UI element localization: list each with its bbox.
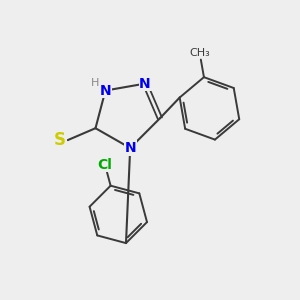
Text: S: S bbox=[54, 131, 66, 149]
Text: N: N bbox=[100, 84, 111, 98]
Text: CH₃: CH₃ bbox=[189, 48, 210, 58]
Text: N: N bbox=[124, 141, 136, 155]
Text: Cl: Cl bbox=[98, 158, 112, 172]
Text: N: N bbox=[139, 76, 151, 91]
Text: H: H bbox=[91, 78, 100, 88]
